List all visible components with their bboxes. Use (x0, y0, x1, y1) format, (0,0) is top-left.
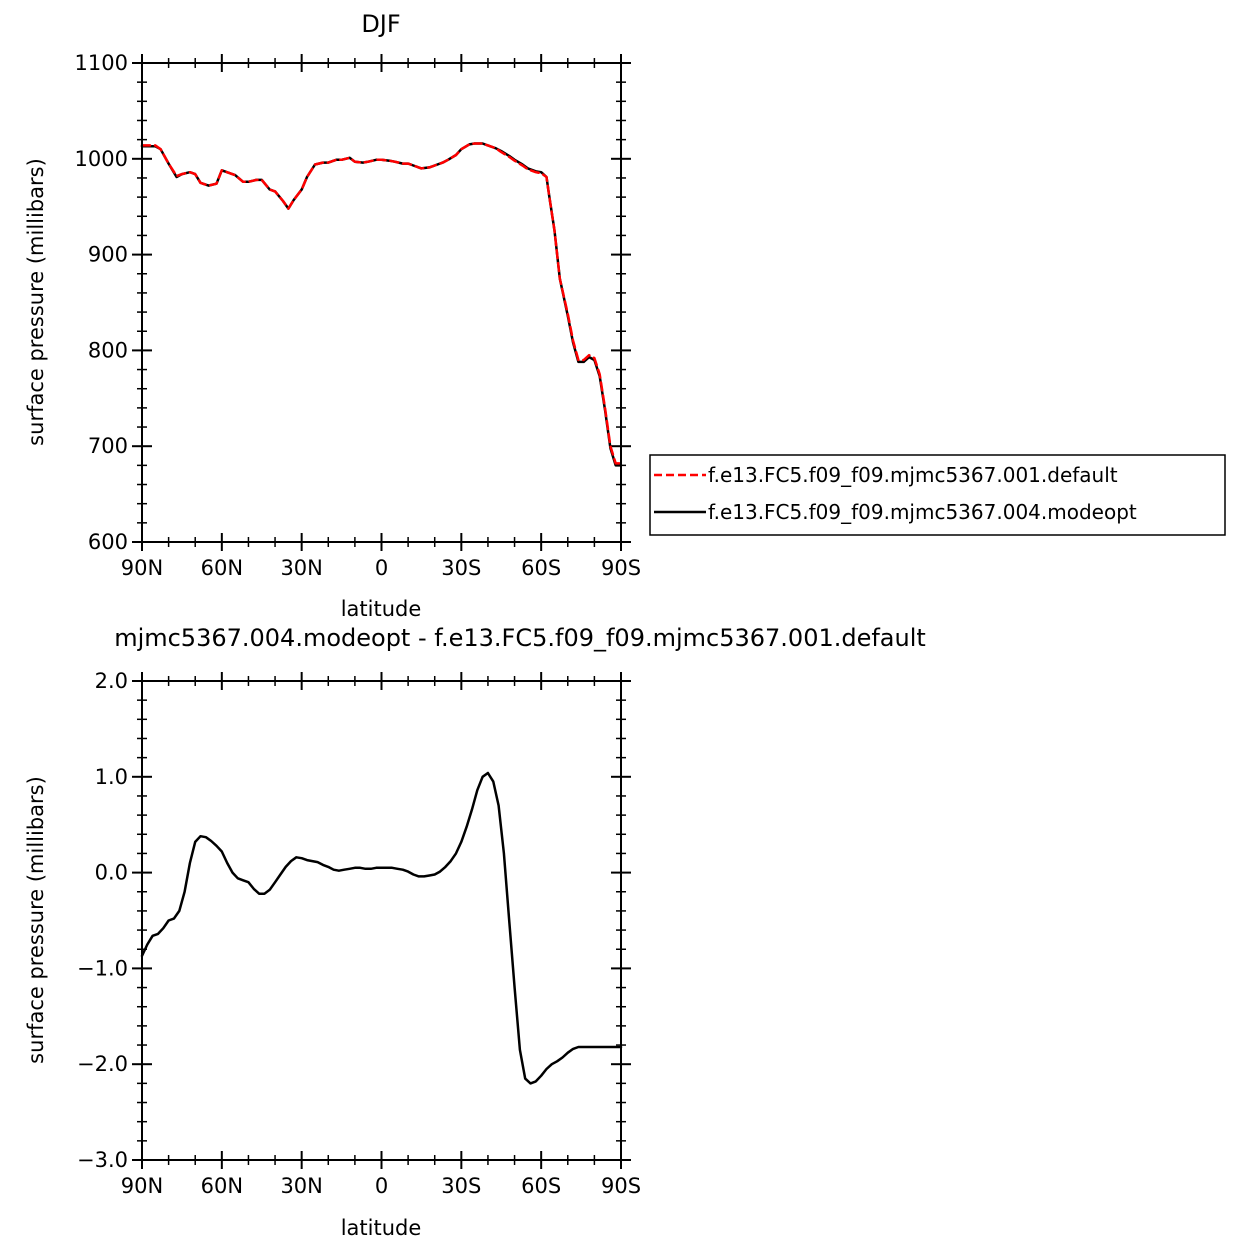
bottom-y-tick-label: −2.0 (77, 1052, 128, 1076)
bottom-panel: mjmc5367.004.modeopt - f.e13.FC5.f09_f09… (24, 624, 926, 1240)
top-series-line-0 (140, 142, 623, 465)
top-y-tick-label: 700 (88, 434, 128, 458)
top-y-tick-label: 600 (88, 530, 128, 554)
top-x-axis-label: latitude (341, 597, 422, 621)
legend-label-modeopt: f.e13.FC5.f09_f09.mjmc5367.004.modeopt (708, 500, 1137, 524)
bottom-y-tick-label: −3.0 (77, 1148, 128, 1172)
top-x-tick-label: 60N (201, 556, 243, 580)
top-y-tick-label: 800 (88, 338, 128, 362)
top-panel: DJF 90N 60N 30N 0 30S 60S 90S 600 700 800 900 1000 1… (24, 10, 641, 621)
bottom-x-tick-label: 30S (441, 1174, 481, 1198)
bottom-y-tick-label: −1.0 (77, 956, 128, 980)
top-plot-frame (141, 62, 622, 543)
bottom-x-tick-label: 30N (280, 1174, 322, 1198)
bottom-x-tick-label: 90N (121, 1174, 163, 1198)
bottom-y-tick-label: 0.0 (95, 861, 128, 885)
top-y-tick-label: 1000 (75, 147, 128, 171)
legend: f.e13.FC5.f09_f09.mjmc5367.001.default f… (649, 454, 1226, 536)
top-series-group (140, 142, 623, 467)
bottom-chart-title: mjmc5367.004.modeopt - f.e13.FC5.f09_f09… (114, 624, 926, 652)
bottom-x-tick-label: 0 (375, 1174, 388, 1198)
bottom-x-tick-label: 60N (201, 1174, 243, 1198)
bottom-series-line-0 (140, 771, 623, 1085)
bottom-plot-frame (141, 680, 622, 1161)
bottom-x-tick-label: 60S (521, 1174, 561, 1198)
legend-label-default: f.e13.FC5.f09_f09.mjmc5367.001.default (708, 463, 1118, 487)
top-axis-ticks: 90N 60N 30N 0 30S 60S 90S 600 700 800 900 1000 1100 (75, 51, 641, 580)
top-x-tick-label: 0 (375, 556, 388, 580)
bottom-y-tick-label: 1.0 (95, 765, 128, 789)
top-x-tick-label: 30S (441, 556, 481, 580)
legend-box (649, 454, 1226, 536)
top-x-tick-label: 60S (521, 556, 561, 580)
bottom-x-axis-label: latitude (341, 1216, 422, 1240)
top-y-tick-label: 1100 (75, 51, 128, 75)
top-y-tick-label: 900 (88, 243, 128, 267)
bottom-axis-ticks: 90N 60N 30N 0 30S 60S 90S −3.0 −2.0 −1.0 0.0 1.0 2.0 (77, 669, 641, 1198)
top-chart-title: DJF (361, 10, 400, 38)
top-y-axis-label: surface pressure (millibars) (24, 158, 48, 446)
bottom-series-group (140, 771, 623, 1085)
top-x-tick-label: 30N (280, 556, 322, 580)
bottom-x-tick-label: 90S (601, 1174, 641, 1198)
bottom-y-tick-label: 2.0 (95, 669, 128, 693)
top-x-tick-label: 90N (121, 556, 163, 580)
top-x-tick-label: 90S (601, 556, 641, 580)
bottom-y-axis-label: surface pressure (millibars) (24, 776, 48, 1064)
